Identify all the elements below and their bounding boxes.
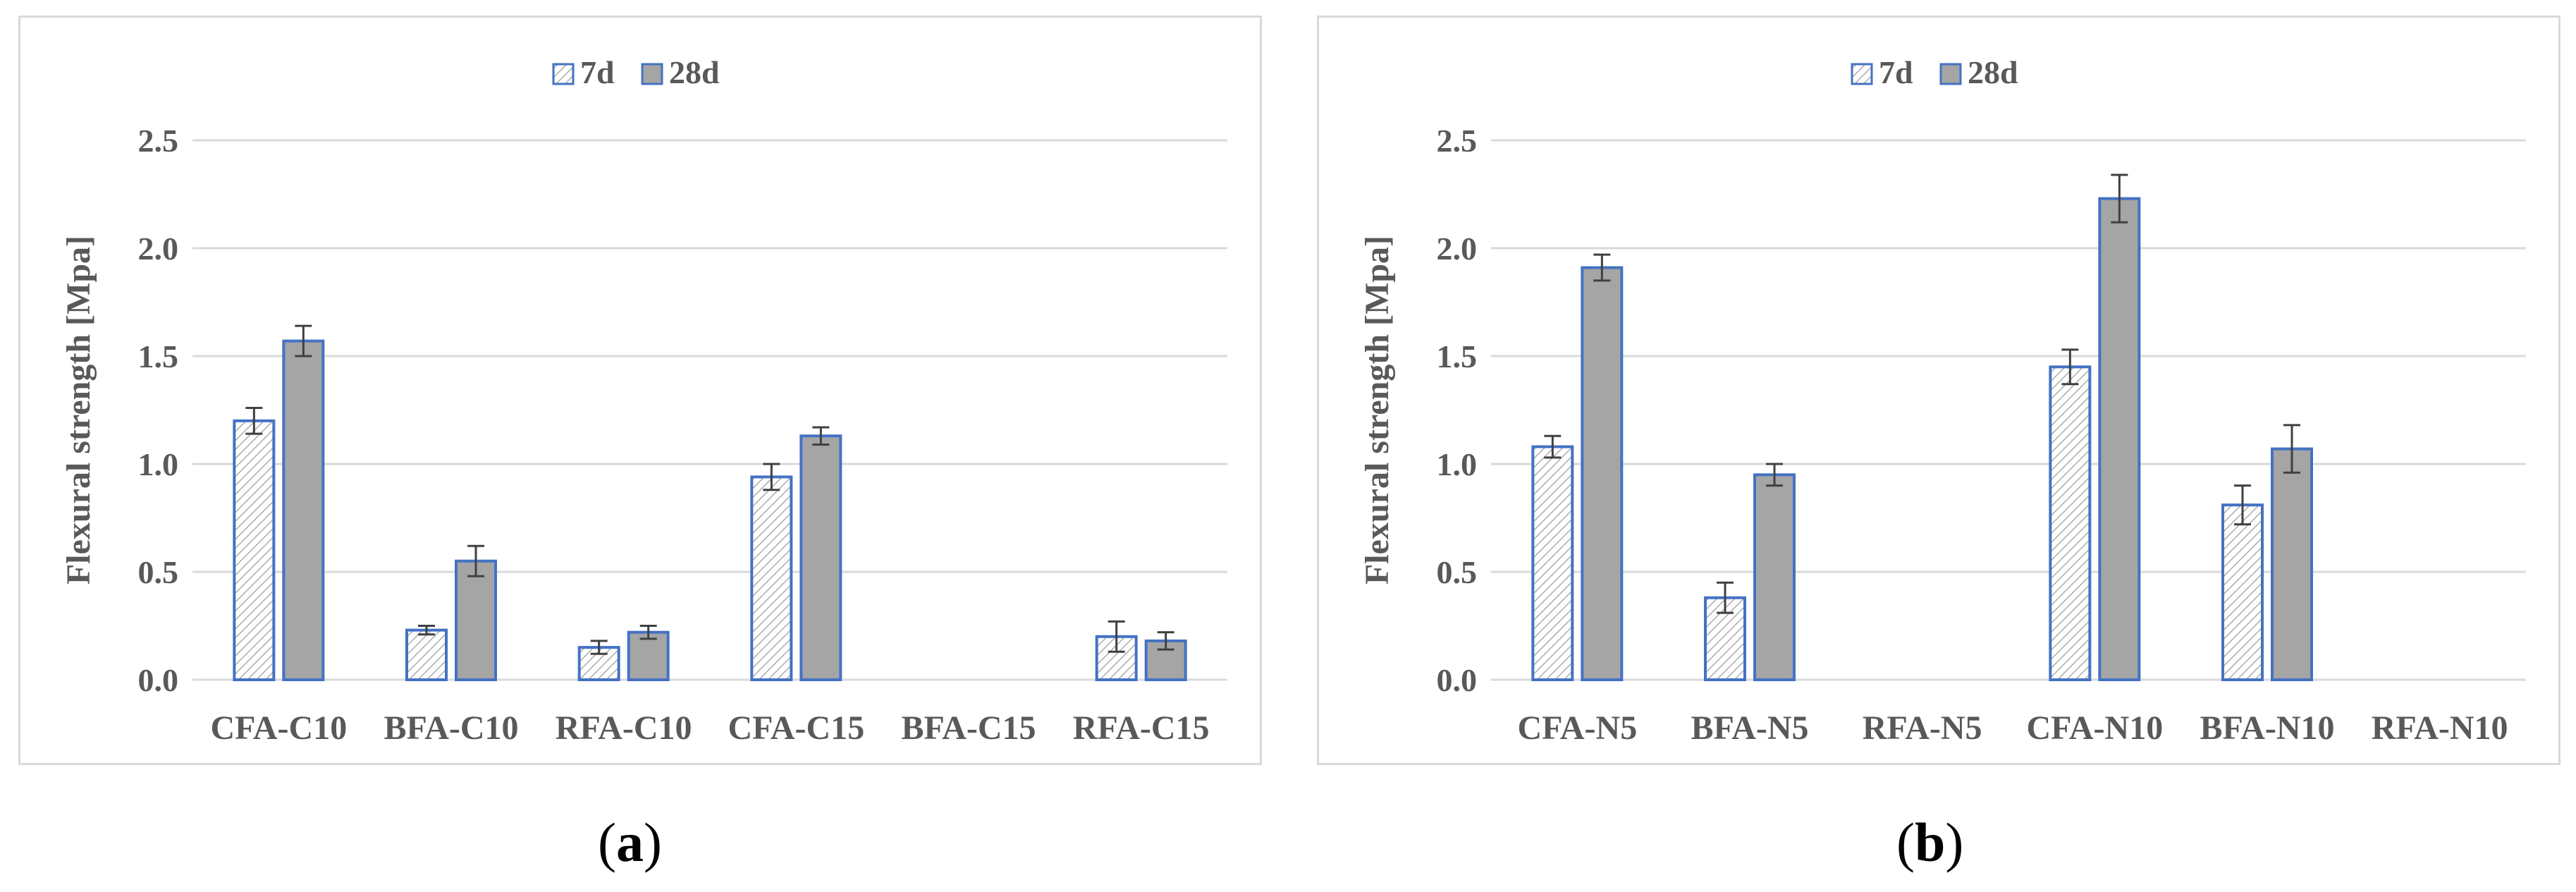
y-tick-label: 0.0 [138, 662, 179, 698]
error-bar-BFA-N10-7d [2234, 484, 2251, 526]
error-bar-CFA-C15-7d [763, 463, 780, 491]
y-tick-label: 2.5 [138, 123, 179, 159]
bar-CFA-N10-28d [2098, 197, 2141, 681]
x-tick-label: BFA-C10 [384, 709, 518, 747]
x-tick-label: RFA-N5 [1863, 709, 1982, 747]
error-bar-CFA-N5-7d [1544, 434, 1562, 459]
error-bar-RFA-C15-28d [1157, 631, 1174, 651]
y-tick-label: 0.5 [138, 554, 179, 590]
y-tick-label: 2.0 [138, 231, 179, 267]
x-tick-label: CFA-N5 [1517, 709, 1637, 747]
legend-label-28d: 28d [669, 54, 720, 90]
chart-b-svg: 0.0 0.5 1.0 1.5 2.0 2.5 Flexural strength [Mpa… [1358, 54, 2526, 747]
legend-label-7d: 7d [1879, 54, 1913, 90]
y-tick-label: 1.5 [138, 338, 179, 374]
error-bar-RFA-C10-28d [639, 625, 657, 640]
x-tick-label: RFA-C10 [556, 709, 692, 747]
bar-BFA-N10-28d [2271, 447, 2313, 682]
chart-panel-a: 0.0 0.5 1.0 1.5 2.0 2.5 Flexural strength [Mpa… [18, 16, 1262, 765]
y-tick-label: 1.5 [1437, 338, 1478, 374]
y-tick-label: 2.0 [1437, 231, 1478, 267]
y-tick-label: 1.0 [1437, 446, 1478, 482]
chart-a-svg: 0.0 0.5 1.0 1.5 2.0 2.5 Flexural strength [Mpa… [60, 54, 1227, 747]
bar-BFA-C10-7d [405, 628, 448, 681]
bar-CFA-N5-7d [1531, 445, 1574, 682]
x-tick-label: BFA-N10 [2200, 709, 2334, 747]
bar-RFA-C10-28d [627, 630, 670, 681]
bar-BFA-N5-28d [1753, 473, 1796, 681]
bar-CFA-N5-28d [1581, 266, 1624, 682]
caption-a: (a) [598, 812, 662, 873]
x-tick-label: RFA-N10 [2372, 709, 2508, 747]
x-tick-label: RFA-C15 [1073, 709, 1210, 747]
x-tick-label: CFA-C10 [210, 709, 347, 747]
caption-b-letter: b [1914, 812, 1946, 873]
error-bar-CFA-C15-28d [812, 426, 830, 446]
legend-swatch-28d [1939, 63, 1962, 85]
x-tick-label: BFA-N5 [1691, 709, 1808, 747]
error-bar-CFA-C10-28d [295, 324, 312, 358]
error-bar-CFA-C10-7d [245, 406, 263, 435]
x-tick-label: CFA-N10 [2026, 709, 2163, 747]
error-bar-BFA-C10-7d [418, 625, 435, 636]
error-bar-BFA-N5-7d [1717, 581, 1734, 614]
legend-label-28d: 28d [1968, 54, 2018, 90]
error-bar-BFA-C10-28d [467, 544, 484, 578]
y-tick-label: 0.5 [1437, 554, 1478, 590]
error-bar-CFA-N10-28d [2111, 173, 2128, 224]
error-bar-BFA-N10-28d [2283, 424, 2300, 474]
chart-panel-b: 0.0 0.5 1.0 1.5 2.0 2.5 Flexural strength [Mpa… [1317, 16, 2560, 765]
bar-CFA-C15-28d [799, 434, 842, 681]
error-bar-CFA-N10-7d [2061, 348, 2079, 386]
y-tick-label: 2.5 [1437, 123, 1478, 159]
y-tick-label: 1.0 [138, 446, 179, 482]
legend-swatch-28d [641, 63, 663, 85]
bar-CFA-C10-7d [233, 419, 276, 681]
bar-CFA-C15-7d [750, 475, 793, 681]
legend-swatch-7d [1851, 63, 1873, 85]
x-tick-label: CFA-C15 [728, 709, 864, 747]
error-bar-RFA-C15-7d [1108, 620, 1125, 653]
legend-swatch-7d [552, 63, 575, 85]
legend: 7d 28d [1851, 54, 2018, 90]
bar-CFA-C10-28d [282, 339, 325, 681]
y-axis-label: Flexural strength [Mpa] [1358, 236, 1396, 585]
caption-a-letter: a [615, 812, 644, 873]
y-axis-label: Flexural strength [Mpa] [60, 236, 97, 585]
x-tick-label: BFA-C15 [901, 709, 1036, 747]
legend: 7d 28d [552, 54, 720, 90]
error-bar-CFA-N5-28d [1593, 253, 1611, 282]
error-bar-BFA-N5-28d [1766, 463, 1783, 487]
bar-CFA-N10-7d [2049, 365, 2092, 681]
caption-b: (b) [1896, 812, 1964, 873]
bar-BFA-N10-7d [2221, 503, 2264, 682]
bar-BFA-C10-28d [455, 559, 497, 682]
y-tick-label: 0.0 [1437, 662, 1478, 698]
legend-label-7d: 7d [580, 54, 615, 90]
error-bar-RFA-C10-7d [590, 640, 608, 655]
